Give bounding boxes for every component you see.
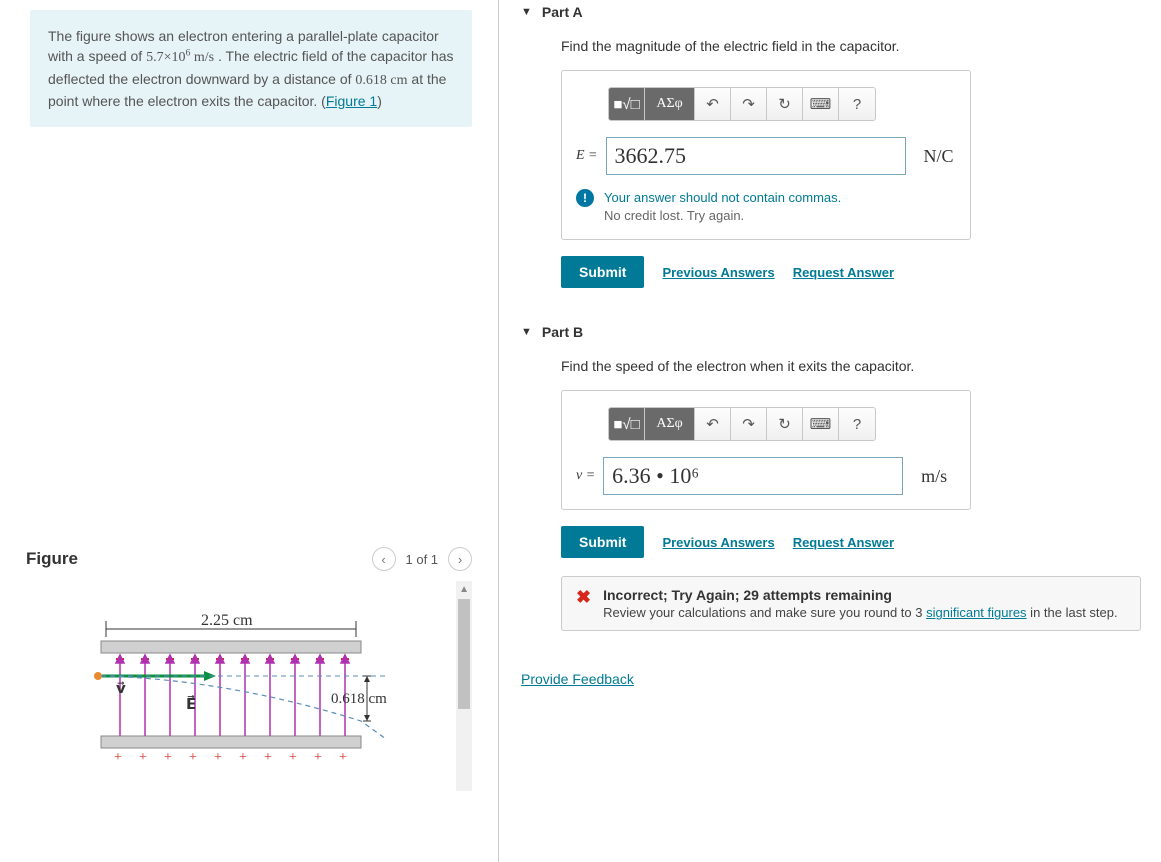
svg-text:+: +	[214, 750, 222, 765]
figure-prev-button[interactable]: ‹	[372, 547, 396, 571]
speed-coeff: 5.7×10	[146, 50, 185, 65]
svg-text:+: +	[264, 750, 272, 765]
svg-text:+: +	[339, 750, 347, 765]
provide-feedback-link[interactable]: Provide Feedback	[521, 671, 634, 687]
figure-counter: 1 of 1	[406, 552, 439, 567]
figure-svg: 2.25 cm + + + + + + + + + +	[26, 581, 466, 781]
part-b-previous-answers-link[interactable]: Previous Answers	[662, 535, 774, 550]
problem-statement: The figure shows an electron entering a …	[30, 10, 472, 127]
left-panel: The figure shows an electron entering a …	[0, 0, 498, 862]
part-a-feedback-l1: Your answer should not contain commas.	[604, 189, 841, 207]
part-a-answer-box: ■√□ ΑΣφ ↶ ↷ ↻ ⌨ ? E = N/C ! Your answer …	[561, 70, 971, 240]
part-a-previous-answers-link[interactable]: Previous Answers	[662, 265, 774, 280]
fig-deflection-label: 0.618 cm	[331, 691, 387, 707]
part-a-feedback-l2: No credit lost. Try again.	[604, 207, 841, 225]
part-b-incorrect-box: ✖ Incorrect; Try Again; 29 attempts rema…	[561, 576, 1141, 631]
part-b-answer-line: v = m/s	[576, 457, 956, 495]
part-a-prompt: Find the magnitude of the electric field…	[561, 38, 1141, 54]
help-button[interactable]: ?	[839, 408, 875, 440]
part-b-input[interactable]	[603, 457, 903, 495]
svg-text:+: +	[114, 750, 122, 765]
part-b-answer-box: ■√□ ΑΣφ ↶ ↷ ↻ ⌨ ? v = m/s	[561, 390, 971, 510]
info-icon: !	[576, 189, 594, 207]
keyboard-button[interactable]: ⌨	[803, 408, 839, 440]
part-b-unit: m/s	[921, 466, 947, 487]
figure-nav: ‹ 1 of 1 ›	[372, 547, 473, 571]
part-a-header[interactable]: ▼ Part A	[521, 4, 1141, 20]
figure-title: Figure	[26, 549, 78, 569]
undo-button[interactable]: ↶	[695, 408, 731, 440]
speed-unit: m/s	[190, 50, 214, 65]
svg-text:+: +	[139, 750, 147, 765]
part-a-unit: N/C	[924, 146, 954, 167]
reset-button[interactable]: ↻	[767, 88, 803, 120]
templates-button[interactable]: ■√□	[609, 408, 645, 440]
part-a-feedback: ! Your answer should not contain commas.…	[576, 189, 956, 225]
greek-button[interactable]: ΑΣφ	[645, 408, 695, 440]
svg-text:+: +	[164, 750, 172, 765]
help-button[interactable]: ?	[839, 88, 875, 120]
caret-icon: ▼	[521, 6, 532, 18]
greek-button[interactable]: ΑΣφ	[645, 88, 695, 120]
part-b-title: Part B	[542, 324, 583, 340]
part-a-body: Find the magnitude of the electric field…	[561, 38, 1141, 288]
svg-text:E⃗: E⃗	[186, 694, 196, 713]
svg-text:+: +	[189, 750, 197, 765]
right-panel: ▼ Part A Find the magnitude of the elect…	[499, 0, 1161, 862]
svg-text:+: +	[314, 750, 322, 765]
problem-close: )	[377, 93, 382, 109]
part-b-toolbar: ■√□ ΑΣφ ↶ ↷ ↻ ⌨ ?	[608, 407, 876, 441]
caret-icon: ▼	[521, 326, 532, 338]
templates-button[interactable]: ■√□	[609, 88, 645, 120]
redo-button[interactable]: ↷	[731, 88, 767, 120]
part-b-body: Find the speed of the electron when it e…	[561, 358, 1141, 631]
part-a-label: E =	[576, 148, 598, 164]
figure-next-button[interactable]: ›	[448, 547, 472, 571]
incorrect-icon: ✖	[576, 587, 591, 608]
redo-button[interactable]: ↷	[731, 408, 767, 440]
figure-link[interactable]: Figure 1	[326, 93, 377, 109]
incorrect-msg: Review your calculations and make sure y…	[603, 605, 1118, 620]
keyboard-button[interactable]: ⌨	[803, 88, 839, 120]
part-a-input[interactable]	[606, 137, 906, 175]
part-a-title: Part A	[542, 4, 583, 20]
part-a-request-answer-link[interactable]: Request Answer	[793, 265, 894, 280]
figure-scrollbar[interactable]: ▲	[456, 581, 472, 791]
part-b-prompt: Find the speed of the electron when it e…	[561, 358, 1141, 374]
undo-button[interactable]: ↶	[695, 88, 731, 120]
scroll-up-icon[interactable]: ▲	[456, 581, 472, 597]
part-b-label: v =	[576, 468, 595, 484]
part-b-actions: Submit Previous Answers Request Answer	[561, 526, 1141, 558]
part-b-request-answer-link[interactable]: Request Answer	[793, 535, 894, 550]
deflection-unit: cm	[387, 73, 408, 88]
figure-header: Figure ‹ 1 of 1 ›	[26, 547, 472, 571]
part-a-actions: Submit Previous Answers Request Answer	[561, 256, 1141, 288]
svg-text:+: +	[239, 750, 247, 765]
scroll-thumb[interactable]	[458, 599, 470, 709]
sigfig-link[interactable]: significant figures	[926, 605, 1026, 620]
part-a-answer-line: E = N/C	[576, 137, 956, 175]
part-b-submit-button[interactable]: Submit	[561, 526, 644, 558]
incorrect-title: Incorrect; Try Again; 29 attempts remain…	[603, 587, 1118, 603]
part-a-submit-button[interactable]: Submit	[561, 256, 644, 288]
part-b-header[interactable]: ▼ Part B	[521, 324, 1141, 340]
deflection-val: 0.618	[355, 73, 387, 88]
svg-text:+: +	[289, 750, 297, 765]
part-a-toolbar: ■√□ ΑΣφ ↶ ↷ ↻ ⌨ ?	[608, 87, 876, 121]
fig-width-label: 2.25 cm	[201, 612, 253, 629]
reset-button[interactable]: ↻	[767, 408, 803, 440]
figure-canvas: 2.25 cm + + + + + + + + + +	[26, 581, 472, 791]
svg-text:v⃗: v⃗	[116, 681, 126, 697]
